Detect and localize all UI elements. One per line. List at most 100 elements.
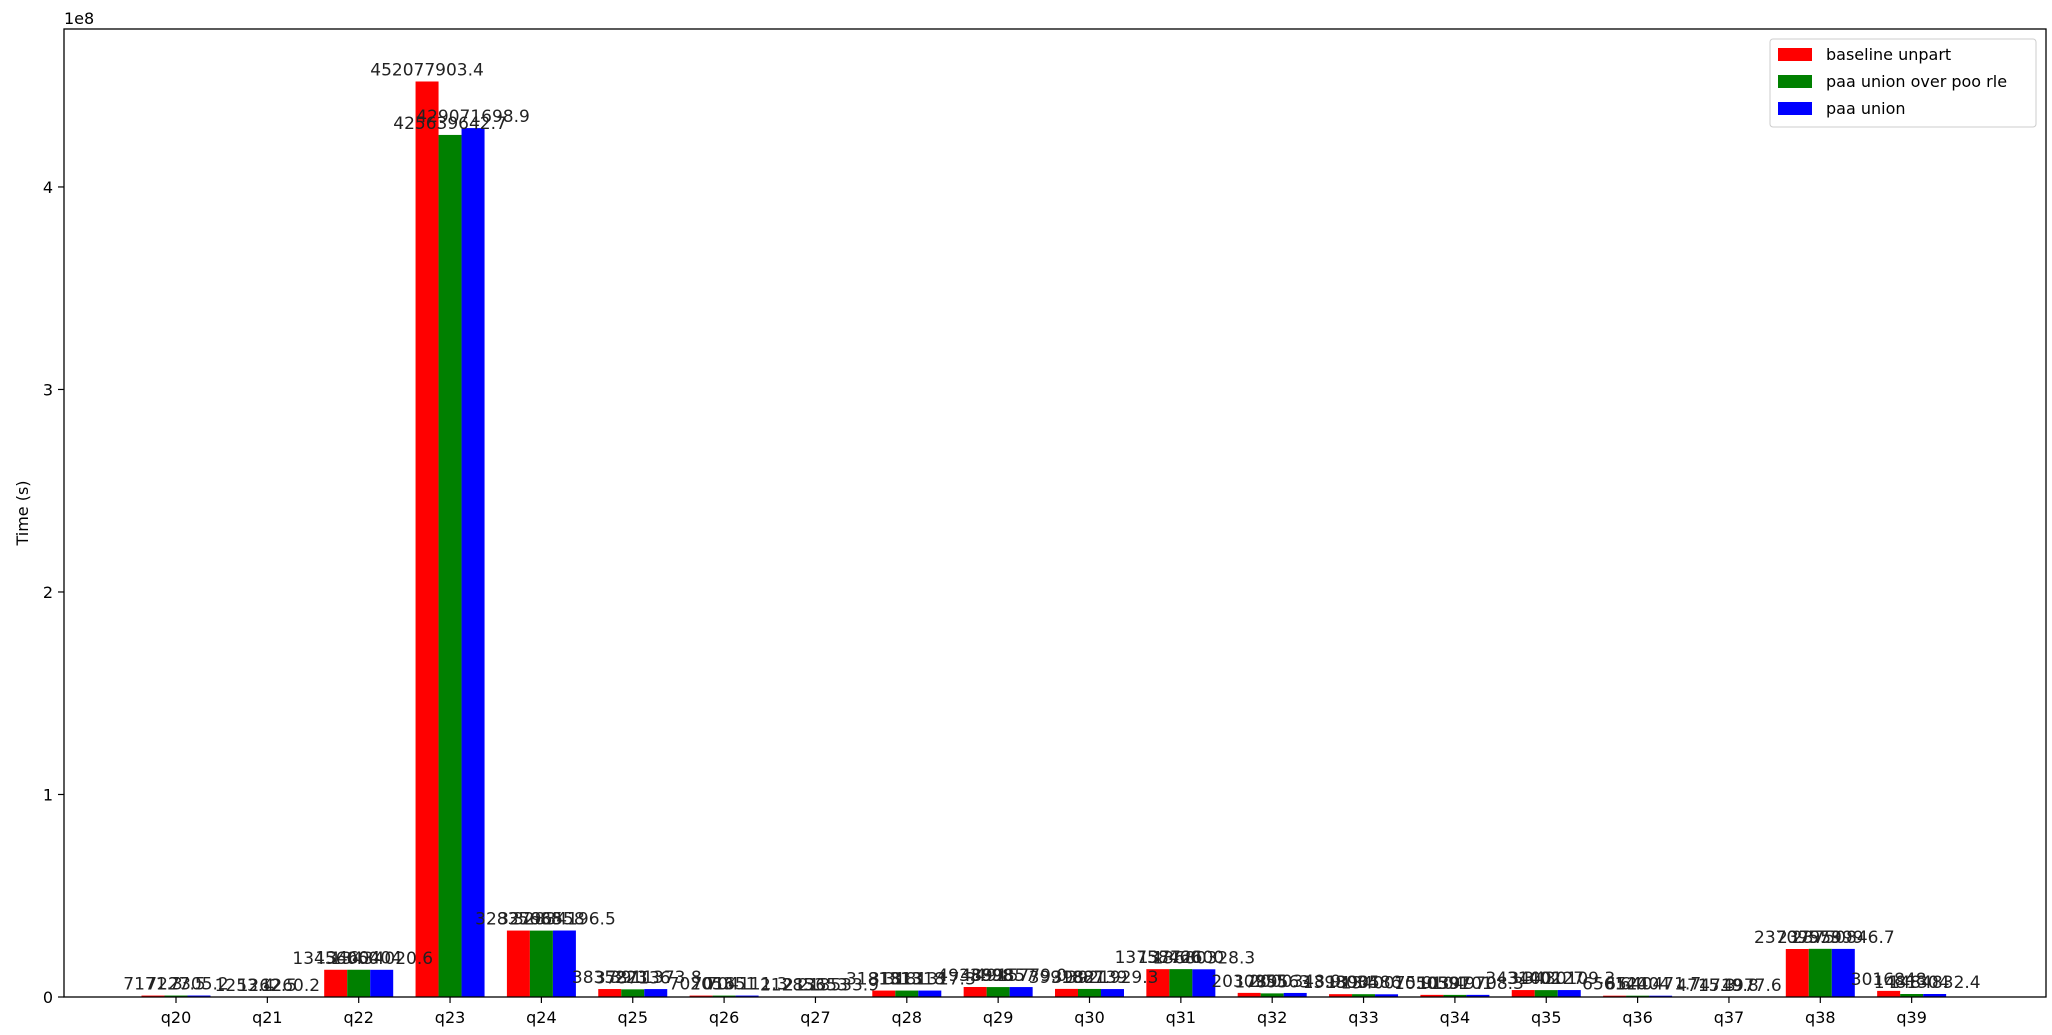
x-tick-label: q32 [1257, 1008, 1288, 1027]
bar-value-label: 1340075.9 [1341, 973, 1433, 993]
bar-value-label: 3835223 [572, 968, 648, 988]
bar-value-label: 7171.3 [123, 975, 182, 995]
bar-baseline-unpart-q32 [1237, 992, 1261, 997]
bar-value-label: 1039701 [1417, 974, 1493, 994]
bar-baseline-unpart-q31 [1146, 969, 1170, 997]
legend-box [1769, 38, 2037, 128]
x-tick-label: q31 [1166, 1008, 1197, 1027]
bar-value-label: 13456060 [292, 949, 379, 969]
bar-baseline-unpart-q22 [324, 969, 348, 997]
x-tick-label: q28 [892, 1008, 923, 1027]
x-tick-label: q36 [1622, 1008, 1653, 1027]
bar-paa-union-over-poo-rle-q34 [1443, 994, 1467, 997]
bar-paa-union-q38 [1831, 948, 1855, 997]
bar-value-label: 1398034 [1303, 973, 1379, 993]
bar-value-label: 7305.2 [169, 975, 228, 995]
bar-paa-union-q34 [1466, 994, 1490, 997]
bar-baseline-unpart-q35 [1511, 990, 1535, 997]
bar-value-label: 701651 [692, 975, 757, 995]
y-tick-label: 3 [43, 380, 53, 399]
bar-baseline-unpart-q30 [1055, 988, 1078, 997]
y-tick-label: 2 [43, 583, 53, 602]
bars-layer [141, 81, 1947, 998]
bar-paa-union-over-poo-rle-q24 [529, 930, 553, 997]
bar-value-label: 4899857 [960, 966, 1036, 986]
bar-paa-union-q22 [370, 969, 394, 997]
bar-value-label: 1050591 [1394, 974, 1470, 994]
legend-label: baseline unpart [1826, 45, 1951, 64]
bar-value-label: 4915779.0 [975, 966, 1067, 986]
x-tick-label: q30 [1074, 1008, 1105, 1027]
bar-paa-union-over-poo-rle-q28 [895, 990, 919, 997]
bar-value-label: 212853 [760, 976, 825, 996]
x-tick-label: q27 [800, 1008, 831, 1027]
bar-value-label: 13758460 [1115, 948, 1202, 968]
bar-paa-union-q39 [1923, 994, 1947, 997]
bar-baseline-unpart-q23 [415, 81, 439, 997]
bar-baseline-unpart-q28 [872, 990, 896, 997]
bar-baseline-unpart-q33 [1329, 994, 1353, 997]
y-ticks-layer: 0 1 2 3 4 [43, 178, 64, 1007]
bar-value-label: 3431402 [1485, 969, 1561, 989]
bar-paa-union-over-poo-rle-q29 [986, 987, 1010, 997]
bar-value-label: 32834196.5 [513, 910, 616, 930]
x-tick-label: q20 [161, 1008, 192, 1027]
legend-label: paa union over poo rle [1826, 72, 2007, 91]
bar-value-label: 4715.3 [1676, 976, 1735, 996]
x-tick-label: q23 [435, 1008, 466, 1027]
bar-paa-union-over-poo-rle-q22 [347, 969, 371, 997]
legend: baseline unpart paa union over poo rle paa… [1769, 38, 2037, 128]
bar-paa-union-over-poo-rle-q23 [438, 134, 462, 997]
x-tick-label: q24 [526, 1008, 557, 1027]
bar-value-label: 3991887 [1029, 968, 1105, 988]
bar-value-label: 4719.8 [1699, 976, 1758, 996]
bar-paa-union-q31 [1192, 969, 1216, 997]
bar-value-label: 7227.5 [146, 975, 205, 995]
bar-value-label: 2000348.9 [1249, 972, 1341, 992]
x-tick-label: q33 [1348, 1008, 1379, 1027]
bar-value-label: 23750846.7 [1792, 928, 1895, 948]
bar-value-label: 213653 [783, 976, 848, 996]
bar-value-label: 1390586 [1326, 973, 1402, 993]
bar-value-label: 704111.3 [707, 975, 788, 995]
bar-value-label: 13680328.3 [1152, 948, 1255, 968]
x-tick-label: q22 [343, 1008, 374, 1027]
bar-paa-union-q33 [1375, 994, 1399, 997]
bar-paa-union-q26 [735, 995, 759, 997]
bar-value-label: 1481304 [1874, 973, 1950, 993]
bar-value-label: 23795999 [1777, 928, 1864, 948]
bar-paa-union-over-poo-rle-q38 [1808, 948, 1832, 997]
x-tick-label: q29 [983, 1008, 1014, 1027]
bar-value-label: 3430109.3 [1523, 969, 1615, 989]
bar-value-label: 1260.2 [261, 976, 320, 996]
bar-value-label: 4933898 [937, 966, 1013, 986]
bar-value-label: 3016848 [1851, 970, 1927, 990]
bar-paa-union-q30 [1101, 989, 1124, 997]
bar-paa-union-q28 [918, 990, 942, 997]
bar-value-label: 3400127 [1508, 969, 1584, 989]
bar-value-label: 13460404 [315, 949, 402, 969]
bar-value-label: 3921929.3 [1067, 968, 1159, 988]
bar-baseline-unpart-q34 [1420, 994, 1444, 997]
x-tick-label: q39 [1896, 1008, 1927, 1027]
bar-paa-union-over-poo-rle-q36 [1626, 995, 1650, 997]
bar-baseline-unpart-q39 [1877, 990, 1901, 997]
legend-swatch [1778, 75, 1812, 88]
bar-value-label: 32796558 [498, 910, 585, 930]
y-offset-text: 1e8 [64, 9, 94, 28]
bar-paa-union-over-poo-rle-q32 [1260, 993, 1284, 997]
x-tick-label: q37 [1714, 1008, 1745, 1027]
bar-value-label: 1789563 [1234, 972, 1310, 992]
bar-value-label: 1262.5 [238, 976, 297, 996]
bar-value-label: 1484832.4 [1889, 973, 1981, 993]
bar-value-label: 652404 [1605, 975, 1670, 995]
bar-baseline-unpart-q26 [689, 995, 713, 997]
bar-paa-union-q25 [644, 989, 668, 997]
x-tick-label: q25 [617, 1008, 648, 1027]
bar-value-label: 429071698.9 [416, 107, 530, 127]
bar-paa-union-over-poo-rle-q30 [1078, 988, 1101, 997]
bar-paa-union-q32 [1283, 992, 1307, 997]
legend-swatch [1778, 102, 1812, 115]
bar-paa-union-q24 [552, 930, 576, 997]
